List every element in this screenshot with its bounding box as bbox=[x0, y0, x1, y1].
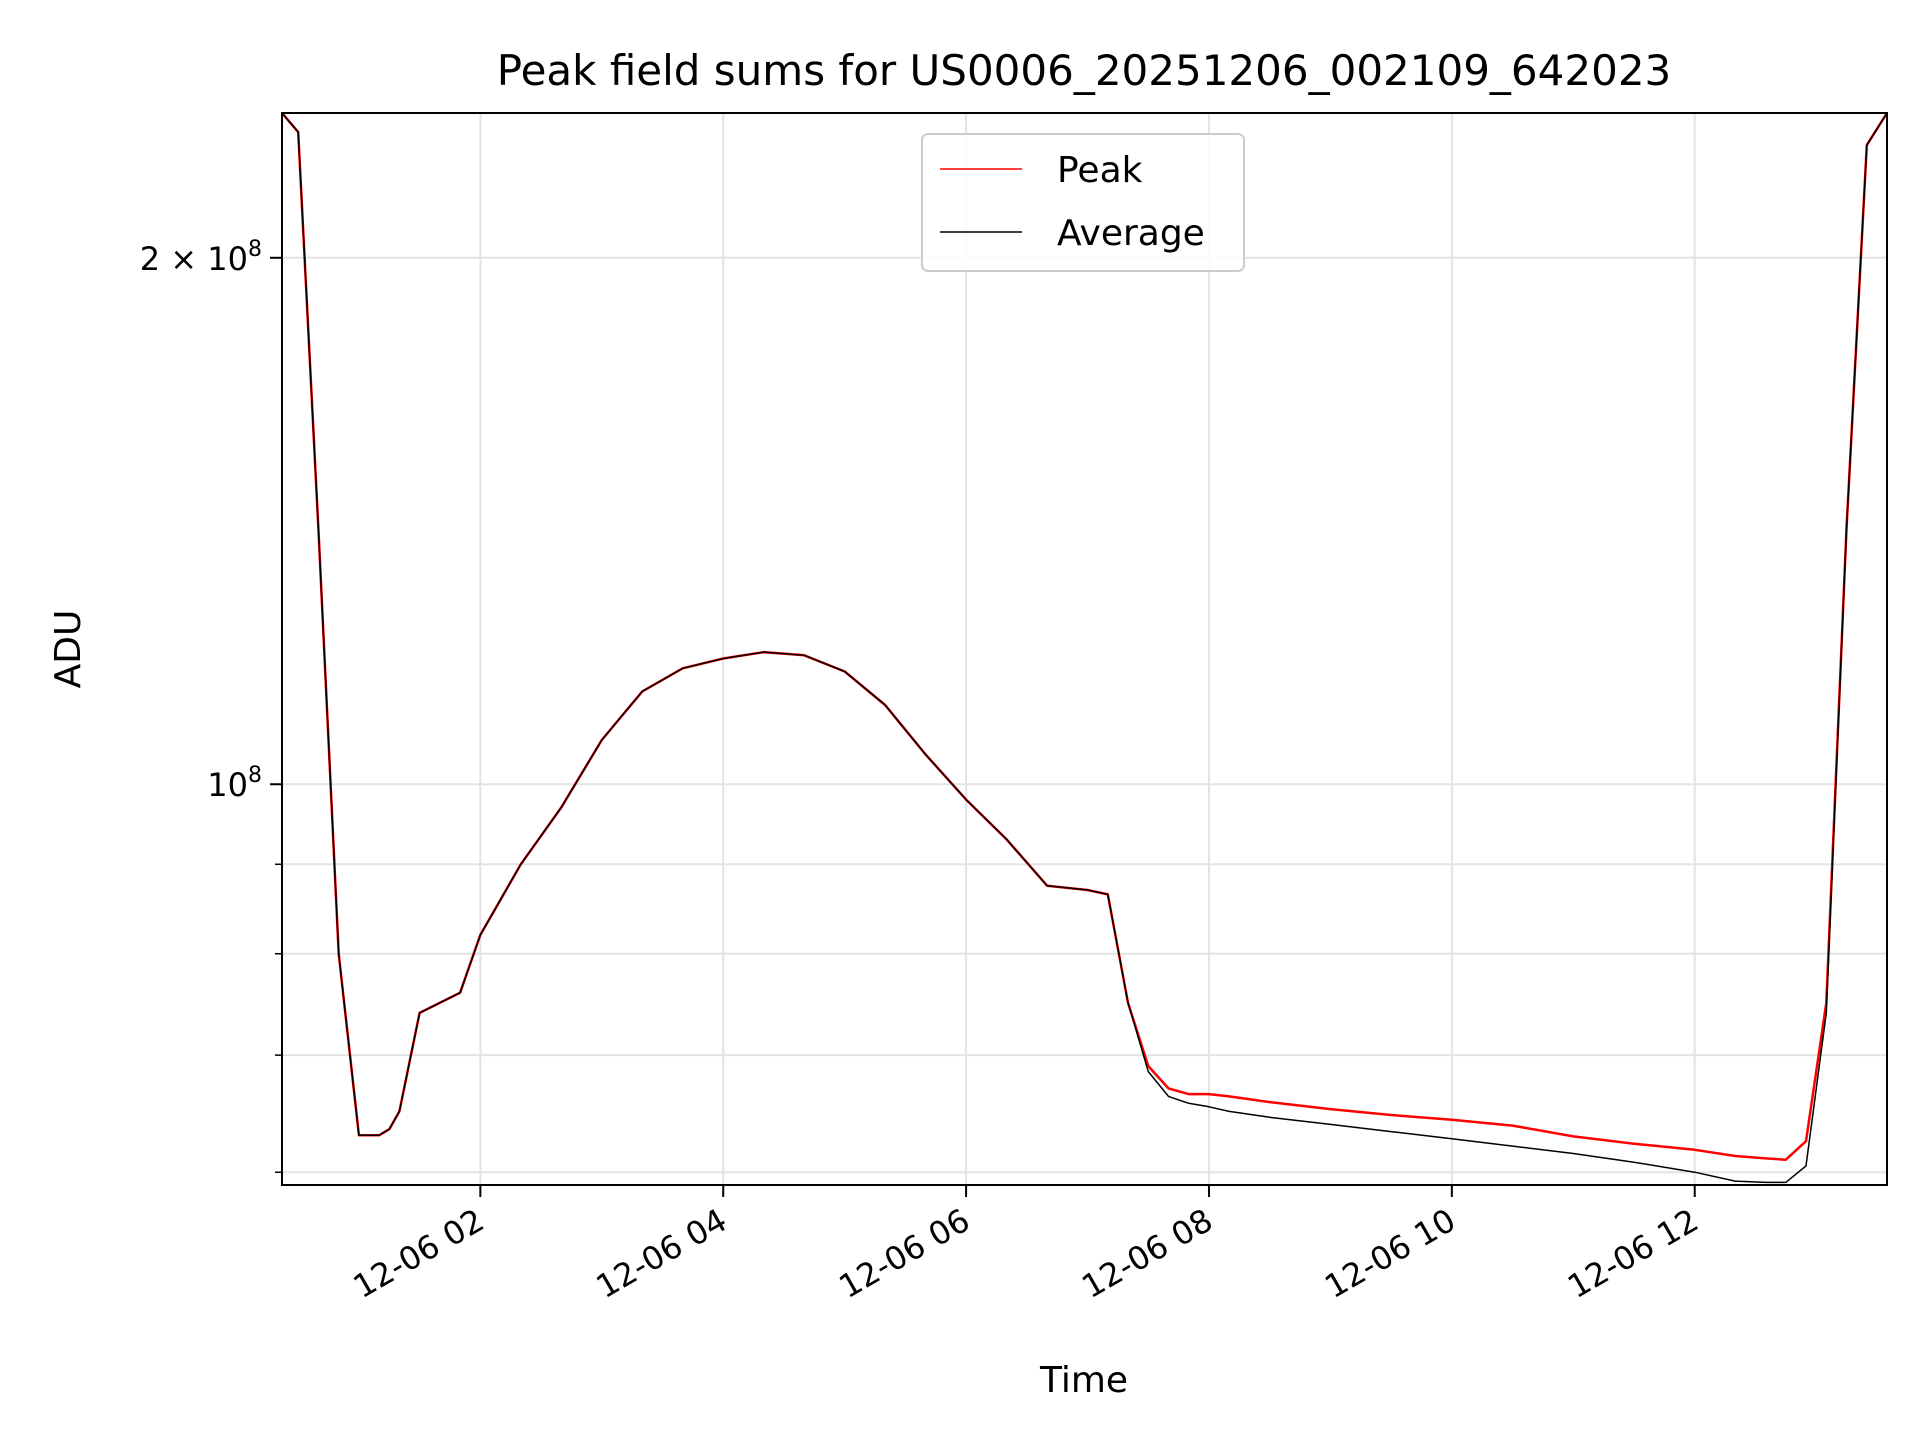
plot-frame bbox=[281, 112, 1888, 1186]
plot-lines bbox=[281, 112, 1889, 1184]
legend-label-average: Average bbox=[1057, 213, 1205, 254]
legend-label-peak: Peak bbox=[1057, 150, 1143, 191]
series-line-average bbox=[281, 112, 1888, 1184]
grid bbox=[282, 113, 1887, 1185]
x-axis-label: Time bbox=[1039, 1360, 1128, 1401]
y-axis: 108 2 × 108 bbox=[140, 237, 282, 1173]
legend: Peak Average bbox=[921, 133, 1245, 272]
y-axis-label: ADU bbox=[48, 610, 89, 689]
chart-title: Peak field sums for US0006_20251206_0021… bbox=[497, 46, 1672, 95]
y-tick-label: 2 × 108 bbox=[140, 237, 262, 278]
y-tick-label: 108 bbox=[207, 763, 262, 804]
